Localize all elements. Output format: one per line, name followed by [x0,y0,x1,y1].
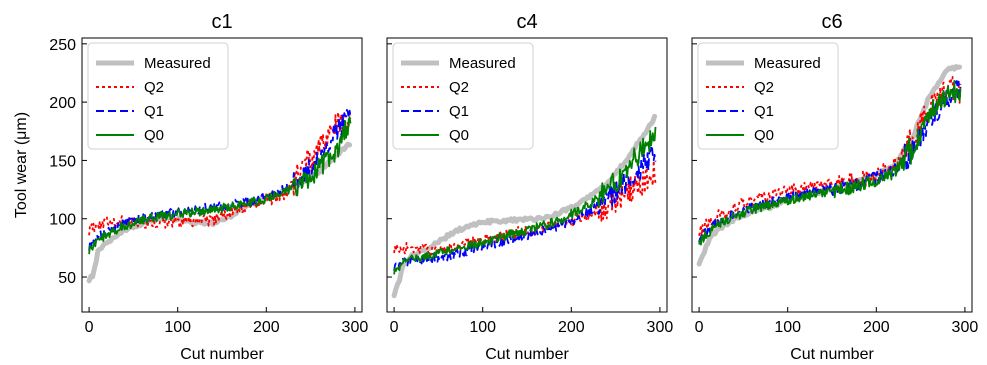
legend-label-measured: Measured [754,55,821,72]
x-tick-label: 0 [85,319,94,336]
x-tick-label: 0 [390,319,399,336]
series-line-q0 [88,116,352,255]
legend-label-q0: Q0 [144,127,164,144]
panel-c4: c4 0 100 200 300 Cut number Measured Q2 Q1 Q0 [386,11,674,363]
legend-label-q2: Q2 [754,79,774,96]
y-axis-label: Tool wear (μm) [13,112,30,218]
x-tick-label: 200 [253,319,280,336]
x-tick-label: 300 [342,319,369,336]
x-tick-label: 0 [695,319,704,336]
x-tick-label: 200 [558,319,585,336]
legend: Measured Q2 Q1 Q0 [392,42,534,150]
legend-box [697,42,839,150]
panel-c6: c6 0 100 200 300 Cut number Measured Q2 Q1 Q0 [691,11,979,363]
series-line-q0 [393,126,657,275]
series-group [696,64,963,267]
legend: Measured Q2 Q1 Q0 [697,42,839,150]
legend-label-q1: Q1 [144,103,164,120]
x-tick-label: 100 [774,319,801,336]
legend-label-measured: Measured [144,55,211,72]
panel-title: c4 [516,11,537,33]
x-tick-label: 300 [952,319,979,336]
legend-box [392,42,534,150]
series-line-q2 [393,159,657,257]
legend: Measured Q2 Q1 Q0 [87,42,229,150]
panel-c1: c1 0 100 200 300 50 100 150 200 250 Cut number Meas… [49,11,368,363]
x-tick-label: 200 [863,319,890,336]
legend-label-q2: Q2 [449,79,469,96]
series-group [391,113,658,299]
x-tick-label: 100 [469,319,496,336]
y-tick-label: 200 [49,95,76,112]
legend-label-q1: Q1 [449,103,469,120]
x-axis-label: Cut number [485,346,569,363]
x-tick-label: 100 [164,319,191,336]
y-tick-label: 150 [49,153,76,170]
panel-title: c6 [821,11,842,33]
y-tick-label: 250 [49,37,76,54]
legend-label-q0: Q0 [754,127,774,144]
panel-title: c1 [211,11,232,33]
x-axis-label: Cut number [180,346,264,363]
y-tick-label: 50 [58,270,76,287]
x-axis-label: Cut number [790,346,874,363]
legend-label-q0: Q0 [449,127,469,144]
series-line-q0 [698,80,962,246]
x-tick-label: 300 [647,319,674,336]
legend-label-q1: Q1 [754,103,774,120]
series-group [86,109,353,284]
series-line-q1 [88,109,352,251]
legend-box [87,42,229,150]
y-tick-label: 100 [49,212,76,229]
legend-label-q2: Q2 [144,79,164,96]
legend-label-measured: Measured [449,55,516,72]
